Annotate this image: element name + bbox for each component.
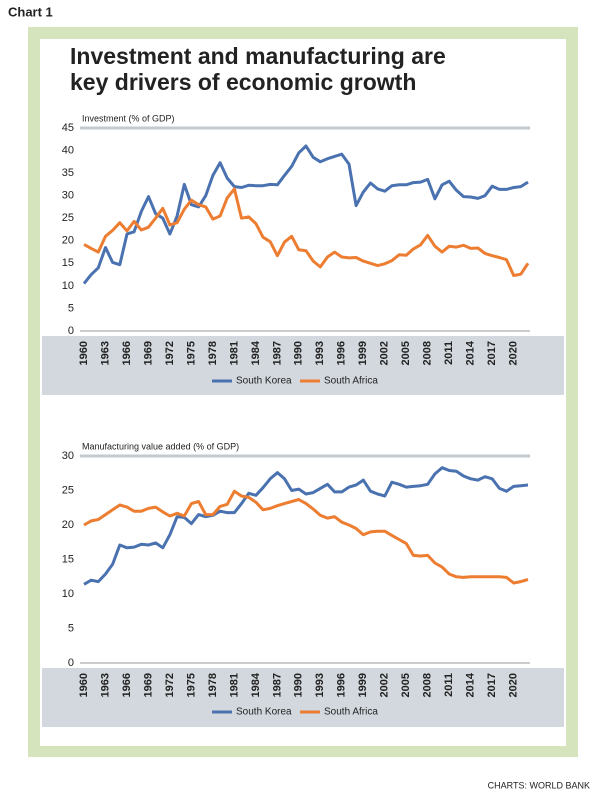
x-tick-label: 1996	[336, 673, 348, 697]
x-tick-label: 1972	[164, 673, 176, 697]
x-tick-label: 1963	[99, 673, 111, 697]
x-tick-label: 2008	[422, 673, 434, 697]
y-tick-label: 5	[68, 302, 74, 314]
x-tick-label: 2017	[486, 341, 498, 365]
y-tick-label: 0	[68, 325, 74, 337]
x-axis-band	[42, 336, 564, 395]
series-line	[83, 489, 529, 585]
x-tick-label: 1993	[314, 341, 326, 365]
x-tick-label: 1984	[250, 672, 262, 697]
x-tick-label: 2017	[486, 673, 498, 697]
x-tick-label: 1975	[185, 673, 197, 697]
x-tick-label: 1999	[357, 341, 369, 365]
y-tick-label: 10	[62, 280, 74, 292]
y-tick-label: 20	[62, 235, 74, 247]
x-tick-label: 2011	[443, 673, 455, 697]
x-tick-label: 1981	[228, 341, 240, 365]
x-tick-label: 2005	[400, 341, 412, 365]
x-tick-label: 1975	[185, 341, 197, 365]
y-tick-label: 25	[62, 212, 74, 224]
y-tick-label: 0	[68, 657, 74, 669]
x-tick-label: 2014	[465, 672, 477, 697]
legend-label: South Korea	[236, 376, 292, 387]
x-tick-label: 2005	[400, 673, 412, 697]
series-line	[83, 466, 529, 586]
source: CHARTS: WORLD BANK	[488, 780, 590, 790]
x-tick-label: 1978	[207, 341, 219, 365]
x-tick-label: 1966	[121, 341, 133, 365]
series-line	[83, 187, 530, 277]
x-tick-label: 2020	[508, 673, 520, 697]
y-axis-label: Investment (% of GDP)	[82, 113, 175, 123]
x-tick-label: 2008	[422, 341, 434, 365]
title-line: Investment and manufacturing are	[70, 43, 446, 69]
x-tick-label: 1963	[99, 341, 111, 365]
x-tick-label: 1993	[314, 673, 326, 697]
legend-label: South Korea	[236, 707, 292, 718]
x-tick-label: 1987	[271, 673, 283, 697]
x-tick-label: 1972	[164, 341, 176, 365]
y-tick-label: 45	[62, 122, 74, 134]
y-tick-label: 30	[62, 190, 74, 202]
x-axis-band	[42, 668, 564, 727]
x-tick-label: 2011	[443, 341, 455, 365]
x-tick-label: 2002	[379, 673, 391, 697]
y-tick-label: 30	[62, 450, 74, 462]
y-tick-label: 15	[62, 553, 74, 565]
y-tick-label: 5	[68, 622, 74, 634]
chart-label: Chart 1	[8, 4, 53, 19]
y-tick-label: 40	[62, 144, 74, 156]
x-tick-label: 1969	[142, 341, 154, 365]
x-tick-label: 1990	[293, 341, 305, 365]
y-axis-label: Manufacturing value added (% of GDP)	[82, 441, 239, 451]
legend-label: South Africa	[324, 707, 378, 718]
x-tick-label: 1966	[121, 673, 133, 697]
x-tick-label: 1960	[78, 673, 90, 697]
x-tick-label: 1978	[207, 673, 219, 697]
x-tick-label: 1996	[336, 341, 348, 365]
x-tick-label: 1981	[228, 673, 240, 697]
x-tick-label: 1984	[250, 340, 262, 365]
x-tick-label: 1999	[357, 673, 369, 697]
y-tick-label: 20	[62, 519, 74, 531]
title-line: key drivers of economic growth	[70, 69, 416, 95]
x-tick-label: 2002	[379, 341, 391, 365]
x-tick-label: 1969	[142, 673, 154, 697]
legend-label: South Africa	[324, 376, 378, 387]
y-tick-label: 15	[62, 257, 74, 269]
y-tick-label: 35	[62, 167, 74, 179]
x-tick-label: 1990	[293, 673, 305, 697]
y-tick-label: 10	[62, 588, 74, 600]
x-tick-label: 1960	[78, 341, 90, 365]
x-tick-label: 2014	[465, 340, 477, 365]
y-tick-label: 25	[62, 484, 74, 496]
x-tick-label: 2020	[508, 341, 520, 365]
x-tick-label: 1987	[271, 341, 283, 365]
